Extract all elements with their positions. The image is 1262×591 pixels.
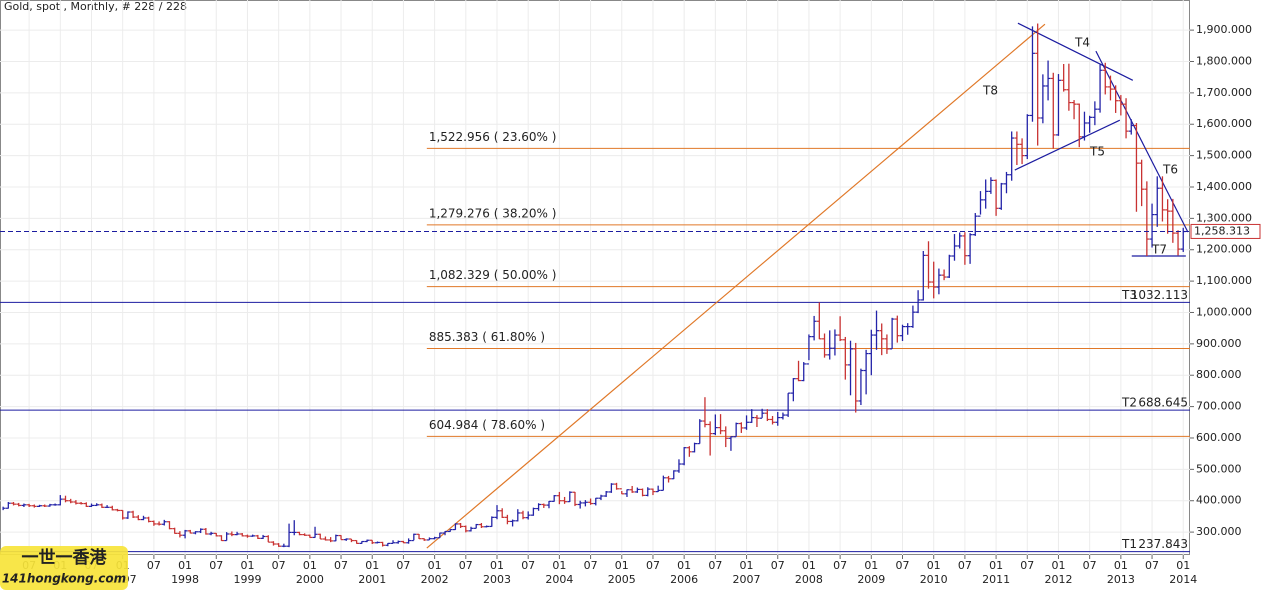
support-name: T3 [1121, 288, 1137, 302]
x-tick-label: 07 [896, 559, 910, 572]
y-tick-label: 1,200.000 [1196, 243, 1252, 256]
y-tick-label: 800.000 [1196, 368, 1242, 381]
fib-label: 1,082.329 ( 50.00% ) [429, 268, 557, 282]
x-tick-label: 07 [1083, 559, 1097, 572]
year-label: 2007 [733, 573, 761, 586]
x-tick-label: 01 [490, 559, 504, 572]
y-tick-label: 500.000 [1196, 462, 1242, 475]
trendline-label: T8 [982, 84, 998, 98]
y-tick-label: 300.000 [1196, 525, 1242, 538]
trendline-label: T4 [1074, 36, 1090, 50]
x-tick-label: 01 [615, 559, 629, 572]
trendline-label: T6 [1162, 163, 1178, 177]
x-tick-label: 07 [334, 559, 348, 572]
year-label: 2012 [1044, 573, 1072, 586]
trendline-label: T5 [1089, 145, 1105, 159]
y-tick-label: 700.000 [1196, 400, 1242, 413]
x-tick-label: 07 [272, 559, 286, 572]
year-label: 2003 [483, 573, 511, 586]
y-tick-label: 1,100.000 [1196, 274, 1252, 287]
x-tick-label: 01 [552, 559, 566, 572]
x-tick-label: 07 [1020, 559, 1034, 572]
y-tick-label: 1,700.000 [1196, 86, 1252, 99]
x-tick-label: 07 [209, 559, 223, 572]
x-tick-label: 07 [1145, 559, 1159, 572]
year-label: 2000 [296, 573, 324, 586]
support-name: T2 [1121, 396, 1137, 410]
x-tick-label: 07 [708, 559, 722, 572]
watermark-badge [0, 546, 128, 590]
y-tick-label: 900.000 [1196, 337, 1242, 350]
plot-frame [0, 0, 1190, 555]
y-tick-label: 400.000 [1196, 494, 1242, 507]
x-tick-label: 01 [677, 559, 691, 572]
year-label: 1998 [171, 573, 199, 586]
y-tick-label: 1,600.000 [1196, 117, 1252, 130]
current-price-label: 1,258.313 [1194, 224, 1250, 237]
plot [0, 0, 1190, 555]
x-tick-label: 01 [740, 559, 754, 572]
current-price-box [1190, 223, 1261, 239]
year-label: 2006 [670, 573, 698, 586]
chart-title: Gold, spot , Monthly, # 228 / 228 [4, 0, 187, 13]
x-tick-label: 01 [802, 559, 816, 572]
x-tick-label: 01 [178, 559, 192, 572]
y-tick-label: 1,900.000 [1196, 23, 1252, 36]
fib-label: 1,279.276 ( 38.20% ) [429, 206, 557, 220]
support-value: 688.645 [1138, 396, 1188, 410]
x-tick-label: 01 [989, 559, 1003, 572]
fib-label: 604.984 ( 78.60% ) [429, 418, 545, 432]
year-label: 2008 [795, 573, 823, 586]
x-tick-label: 07 [646, 559, 660, 572]
support-value: 1032.113 [1131, 288, 1188, 302]
fib-label: 1,522.956 ( 23.60% ) [429, 130, 557, 144]
year-label: 2002 [421, 573, 449, 586]
x-tick-label: 07 [147, 559, 161, 572]
year-label: 2009 [857, 573, 885, 586]
y-tick-label: 1,500.000 [1196, 149, 1252, 162]
x-tick-label: 07 [584, 559, 598, 572]
x-tick-label: 01 [1114, 559, 1128, 572]
x-tick-label: 01 [1051, 559, 1065, 572]
watermark-title: 一世一香港 [22, 547, 108, 568]
year-label: 2005 [608, 573, 636, 586]
x-tick-label: 01 [303, 559, 317, 572]
x-tick-label: 01 [864, 559, 878, 572]
trendline [1014, 119, 1121, 171]
x-tick-label: 07 [771, 559, 785, 572]
year-label: 2013 [1107, 573, 1135, 586]
fib-label: 885.383 ( 61.80% ) [429, 330, 545, 344]
year-label: 2004 [545, 573, 573, 586]
x-tick-label: 07 [833, 559, 847, 572]
support-value: 237.843 [1138, 537, 1188, 551]
watermark-url: 141hongkong.com [2, 572, 126, 586]
x-tick-label: 01 [428, 559, 442, 572]
x-tick-label: 01 [240, 559, 254, 572]
y-tick-label: 600.000 [1196, 431, 1242, 444]
x-tick-label: 07 [521, 559, 535, 572]
y-tick-label: 1,400.000 [1196, 180, 1252, 193]
x-tick-label: 07 [958, 559, 972, 572]
year-label: 2014 [1169, 573, 1197, 586]
year-label: 2010 [920, 573, 948, 586]
x-tick-label: 01 [927, 559, 941, 572]
x-tick-label: 07 [396, 559, 410, 572]
year-label: 1999 [233, 573, 261, 586]
year-label: 2011 [982, 573, 1010, 586]
trendline-label: T7 [1151, 243, 1167, 257]
y-tick-label: 1,300.000 [1196, 211, 1252, 224]
support-name: T1 [1121, 537, 1137, 551]
x-tick-label: 01 [1176, 559, 1190, 572]
year-label: 2001 [358, 573, 386, 586]
trendline [426, 23, 1046, 549]
y-tick-label: 1,800.000 [1196, 54, 1252, 67]
y-tick-label: 1,000.000 [1196, 305, 1252, 318]
x-tick-label: 01 [365, 559, 379, 572]
x-tick-label: 07 [459, 559, 473, 572]
